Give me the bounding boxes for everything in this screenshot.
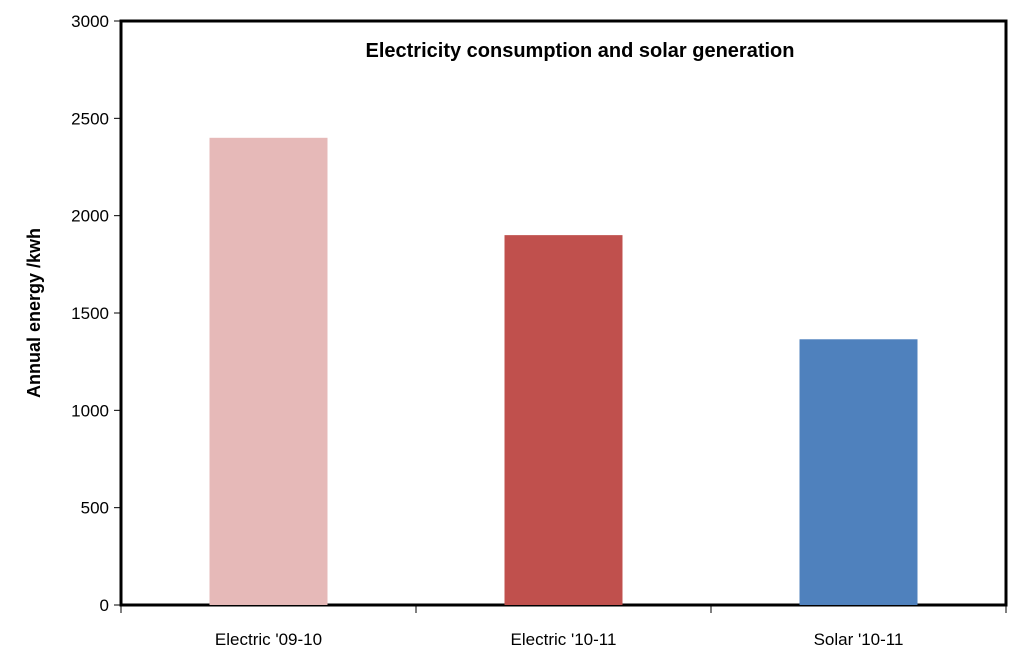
y-tick-label: 1500 xyxy=(71,304,109,323)
bar xyxy=(209,137,328,606)
y-axis-label: Annual energy /kwh xyxy=(24,228,44,398)
y-tick-label: 2000 xyxy=(71,207,109,226)
bar xyxy=(799,339,918,605)
y-tick-label: 1000 xyxy=(71,401,109,420)
x-tick-label: Solar '10-11 xyxy=(814,630,904,649)
y-tick-label: 3000 xyxy=(71,12,109,31)
x-tick-label: Electric '10-11 xyxy=(511,630,617,649)
x-axis: Electric '09-10 Electric '10-11 Solar '10-… xyxy=(120,605,1007,649)
x-tick-label: Electric '09-10 xyxy=(215,630,322,649)
y-axis: 0 500 1000 1500 2000 2500 3000 xyxy=(71,12,121,615)
bar xyxy=(504,235,623,605)
y-tick-label: 2500 xyxy=(71,109,109,128)
y-tick-label: 500 xyxy=(81,499,109,518)
bars xyxy=(209,137,918,606)
y-tick-label: 0 xyxy=(100,596,109,615)
chart-title: Electricity consumption and solar genera… xyxy=(366,40,795,62)
